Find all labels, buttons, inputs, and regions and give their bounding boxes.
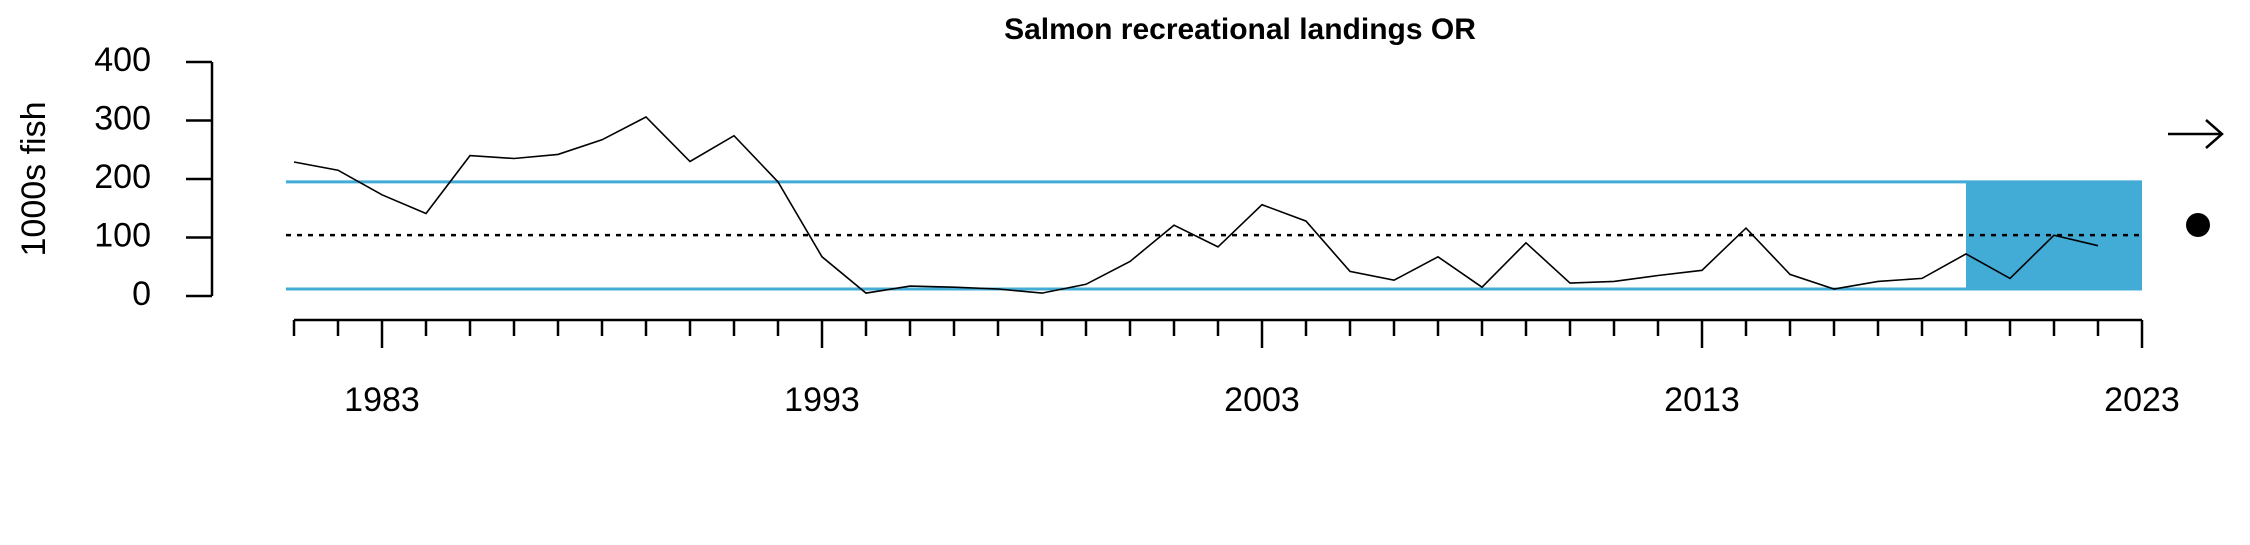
x-tick-label: 1983	[344, 381, 420, 419]
y-axis-label: 1000s fish	[15, 102, 53, 257]
data-line	[293, 116, 2099, 294]
y-tick-label: 400	[94, 41, 151, 79]
x-tick-label: 2023	[2104, 381, 2180, 419]
y-tick-label: 100	[94, 216, 151, 254]
x-tick-label: 1993	[784, 381, 860, 419]
x-tick-label: 2013	[1664, 381, 1740, 419]
y-tick-label: 300	[94, 99, 151, 137]
chart-title: Salmon recreational landings OR	[1004, 13, 1476, 46]
status-dot	[2186, 213, 2210, 237]
x-tick-label: 2003	[1224, 381, 1300, 419]
trend-arrow	[2168, 119, 2224, 149]
y-tick-label: 200	[94, 158, 151, 196]
y-tick-label: 0	[132, 275, 151, 313]
